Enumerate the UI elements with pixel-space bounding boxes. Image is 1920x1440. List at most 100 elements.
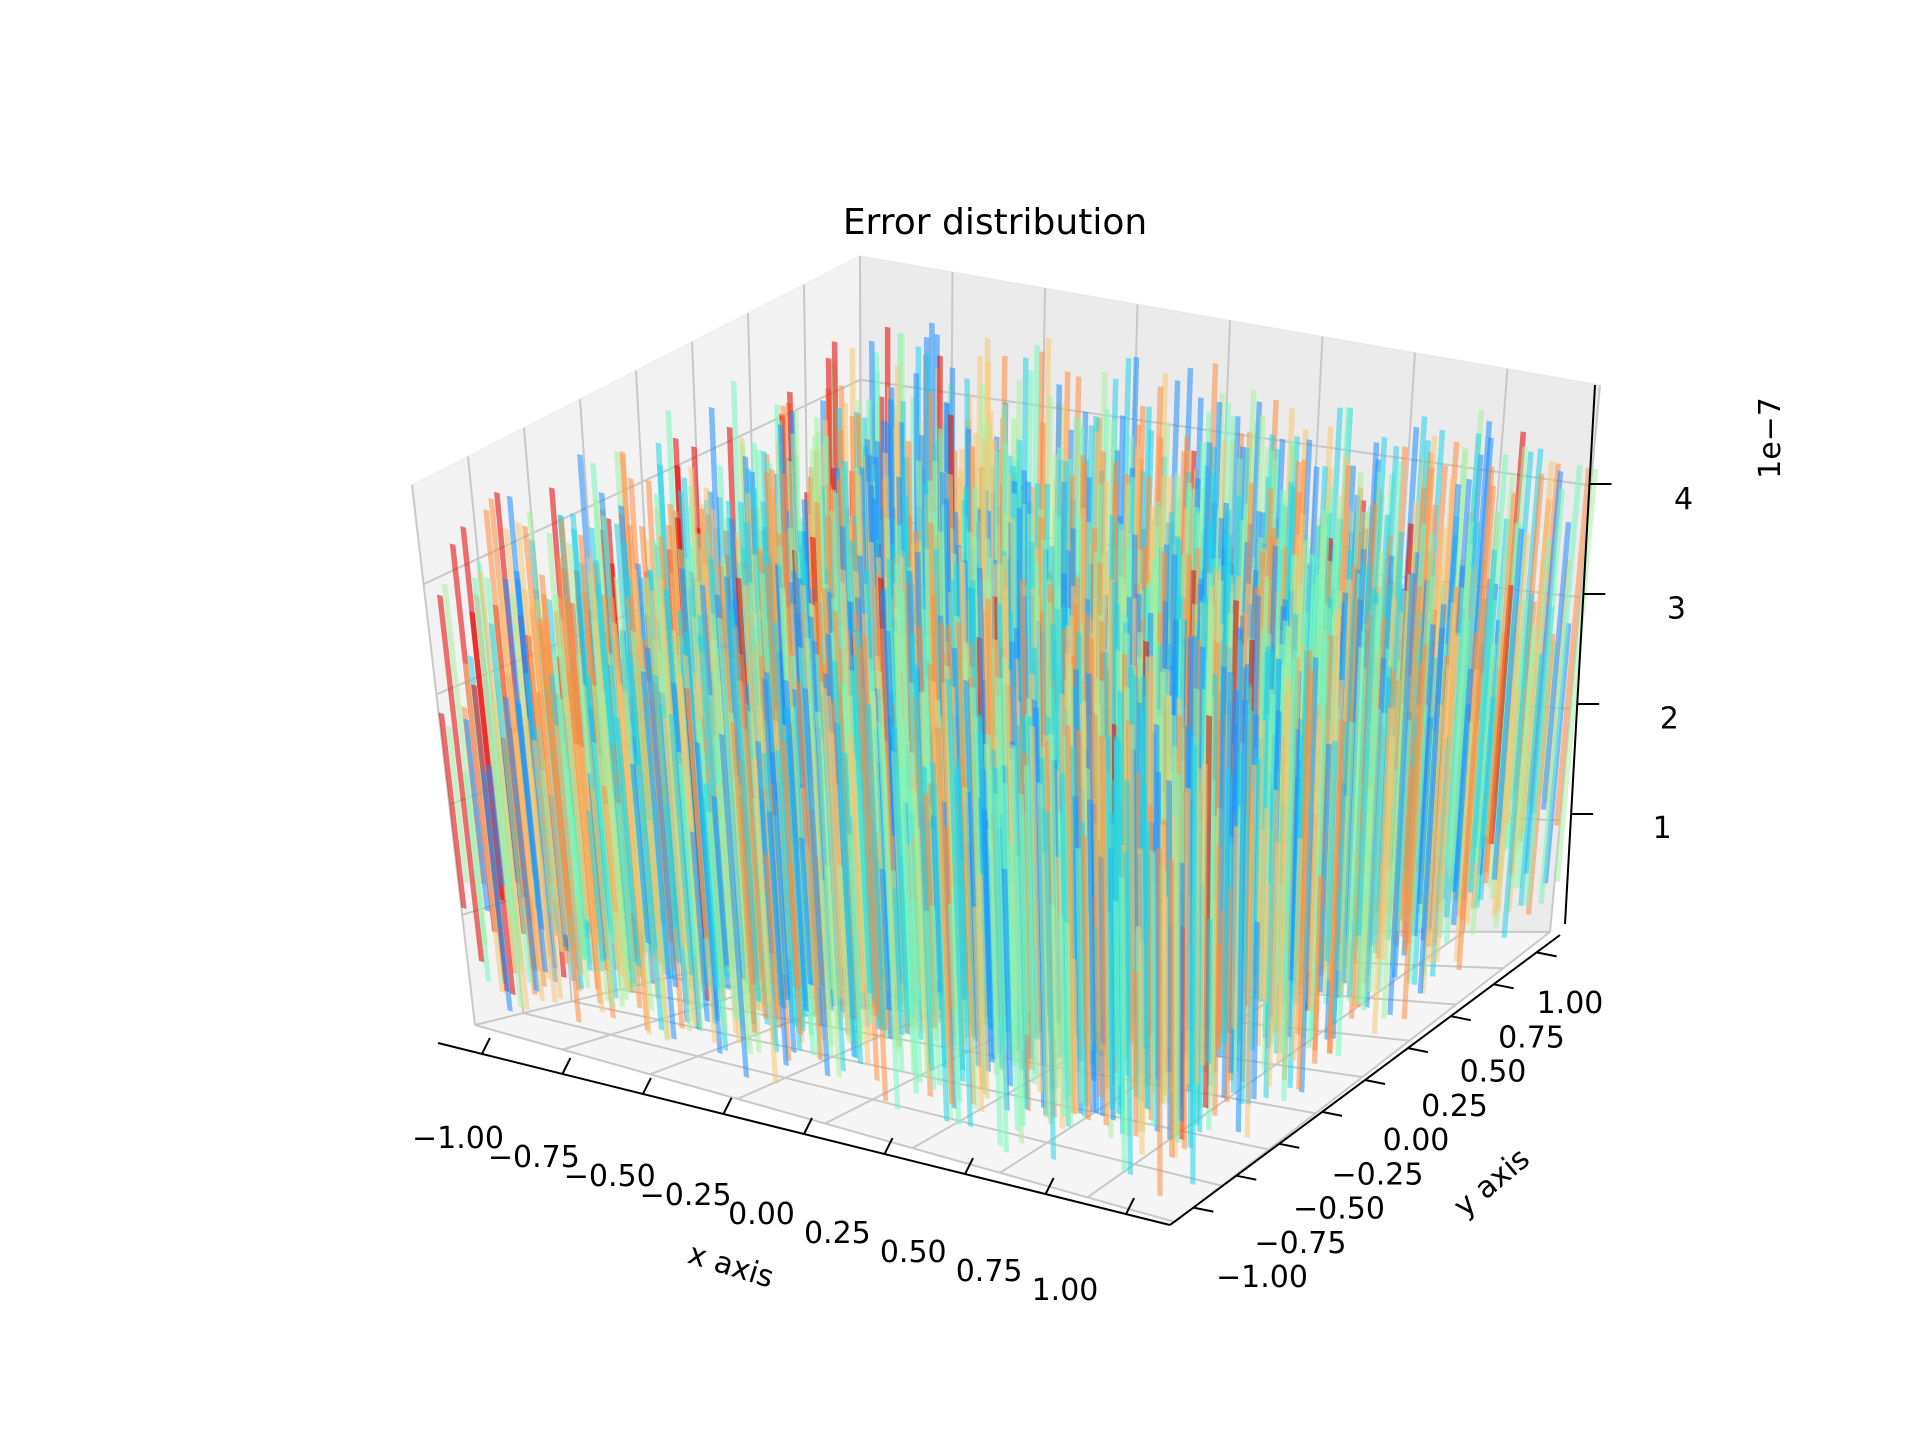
surface-strip <box>512 731 536 899</box>
chart-title: Error distribution <box>843 202 1147 243</box>
surface-strip <box>1168 858 1175 1159</box>
surface-strip <box>836 865 852 1043</box>
surface-strip <box>1137 847 1145 1156</box>
surface-strip <box>1540 521 1572 810</box>
x-tick-label: −0.25 <box>640 1178 732 1213</box>
surface-strip <box>876 670 900 1052</box>
x-axis-label: x axis <box>684 1236 778 1295</box>
surface-strip <box>1231 825 1240 1030</box>
surface-strip <box>486 764 505 887</box>
surface-strip <box>626 652 665 1031</box>
surface-strip <box>1417 627 1445 994</box>
surface-strip <box>1371 707 1394 1035</box>
z-axis-line <box>1564 384 1596 925</box>
y-axis-tick <box>1536 951 1557 958</box>
surface-strip <box>892 887 905 1036</box>
surface-strip <box>1355 587 1377 936</box>
x-axis-tick <box>964 1157 974 1175</box>
y-axis-tick <box>1407 1047 1429 1054</box>
surface-strip <box>1495 533 1530 911</box>
x-axis-tick <box>642 1077 652 1095</box>
surface-strip <box>1401 643 1429 1020</box>
surface-strip <box>1087 798 1097 1082</box>
axis-lines <box>437 384 1612 1226</box>
y-axis-tick <box>1321 1110 1343 1117</box>
surface-strip <box>1043 810 1057 1161</box>
surface-strip <box>764 671 791 1001</box>
surface-strip <box>1511 640 1537 889</box>
surface-strip <box>780 739 802 988</box>
surface-strip <box>972 906 985 1113</box>
surface-strip <box>1132 970 1139 1137</box>
surface-strip <box>480 769 513 1012</box>
surface-strip <box>586 810 606 963</box>
surface-strip <box>644 646 679 988</box>
surface-strip <box>1105 734 1115 1110</box>
y-tick-label: 0.00 <box>1383 1123 1450 1158</box>
surface-strip <box>1358 785 1374 1004</box>
surface-strip <box>1538 464 1583 904</box>
surface-strip <box>563 698 591 923</box>
surface-strip <box>574 743 605 1014</box>
surface-strip <box>985 733 1003 1147</box>
surface-strip <box>730 721 758 1034</box>
y-axis-tick <box>1236 1174 1257 1181</box>
z-tick-label: 3 <box>1667 592 1686 627</box>
surface-strip <box>1036 782 1050 1119</box>
surface-strip <box>962 786 979 1110</box>
z-tick-label: 4 <box>1674 482 1693 517</box>
tick-labels: −1.00−0.75−0.50−0.250.000.250.500.751.00… <box>412 482 1693 1308</box>
y-tick-label: 0.50 <box>1460 1055 1527 1090</box>
surface-strip <box>1018 793 1030 1036</box>
surface-strip <box>1381 590 1409 1020</box>
surface-strip <box>955 761 974 1128</box>
surface-strip <box>1443 618 1471 944</box>
x-axis-tick <box>883 1137 894 1155</box>
y-axis-tick <box>1279 1142 1300 1149</box>
surface-strip <box>515 702 545 930</box>
x-axis-tick <box>1125 1197 1135 1215</box>
surface-strip <box>1311 876 1324 1065</box>
surface-strip <box>1450 668 1474 926</box>
x-tick-label: 0.25 <box>804 1216 871 1251</box>
surface-strip <box>1023 765 1037 1085</box>
surface-strip <box>1143 820 1151 1111</box>
surface-strip <box>1162 895 1169 1096</box>
surface-strip <box>537 617 573 919</box>
y-tick-label: −0.75 <box>1255 1226 1347 1261</box>
y-tick-label: 1.00 <box>1537 986 1604 1021</box>
surface-strip <box>763 854 781 1021</box>
surface-strip <box>1400 764 1416 938</box>
surface-strip <box>1001 868 1014 1087</box>
y-axis-label: y axis <box>1447 1141 1536 1224</box>
surface-strip <box>775 749 799 1028</box>
surface-strip <box>1113 900 1121 1086</box>
surface-strip <box>1416 716 1434 904</box>
surface-strip <box>1156 847 1163 1197</box>
surface-strip <box>630 763 652 944</box>
surface-strip <box>914 826 931 1080</box>
surface-strip <box>766 810 789 1067</box>
x-tick-label: 0.00 <box>728 1197 795 1232</box>
surface-strip <box>706 810 729 1036</box>
surface-strip <box>689 831 711 1023</box>
surface-strip <box>899 766 919 1095</box>
surface-strip <box>1224 886 1233 1103</box>
surface-strip <box>446 725 470 884</box>
surface-strip <box>1124 780 1133 1176</box>
surface-strip <box>1071 957 1079 1114</box>
surface-strip <box>891 725 911 1035</box>
surface-strip <box>484 576 533 984</box>
z-tick-label: 1 <box>1653 811 1672 846</box>
surface-strip <box>795 681 824 1062</box>
z-tick-label: 2 <box>1660 701 1679 736</box>
surface-strip <box>802 687 831 1077</box>
back-gridline-x <box>1549 384 1601 933</box>
surface-strip <box>856 646 881 1018</box>
surface-strip <box>1119 876 1127 1173</box>
surface-strip <box>783 679 809 1012</box>
x-tick-label: 1.00 <box>1032 1273 1099 1308</box>
z-offset-label: 1e−7 <box>1753 397 1788 479</box>
surface-strip <box>1281 650 1299 1102</box>
surface-strip <box>678 764 700 958</box>
